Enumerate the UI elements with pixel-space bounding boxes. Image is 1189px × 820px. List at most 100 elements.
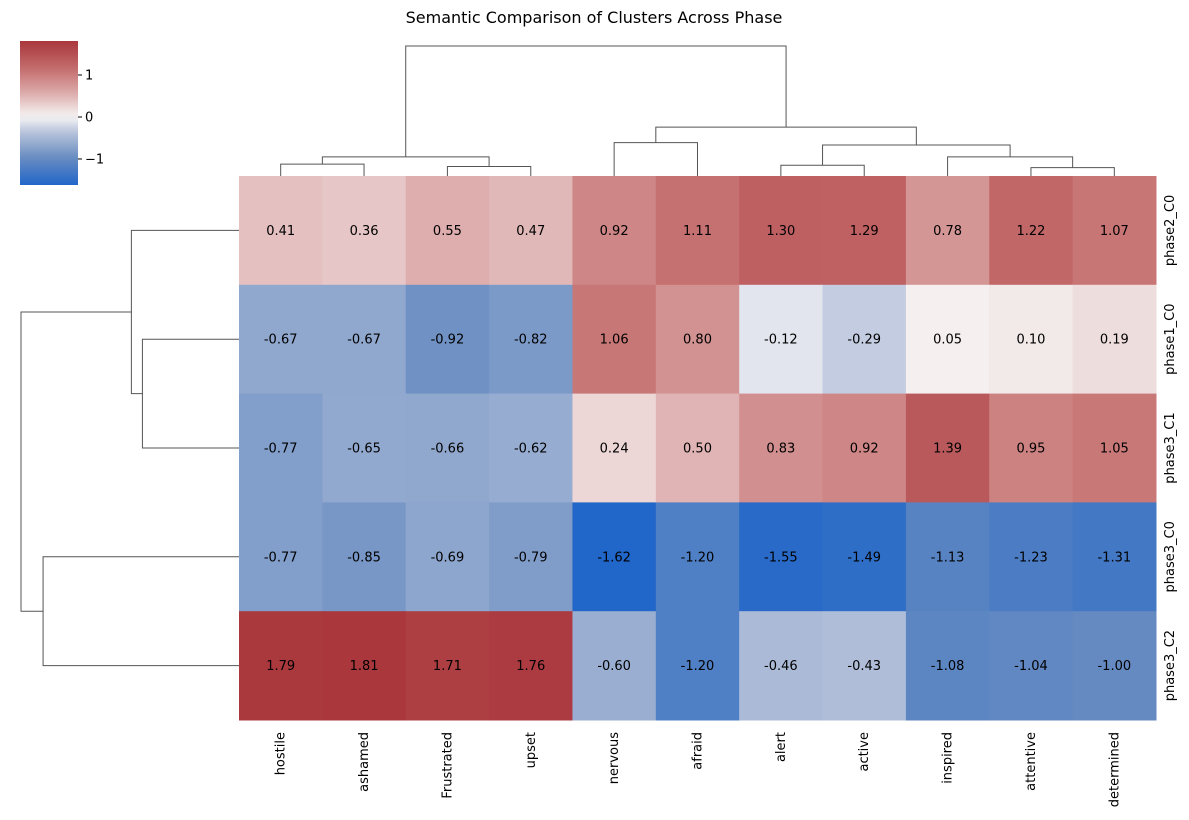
heatmap-cell (489, 393, 573, 503)
heatmap-cell (489, 284, 573, 395)
column-dendrogram-link (1030, 167, 1115, 176)
cell-value-label: -1.23 (1014, 550, 1048, 565)
cell-value-label: -0.65 (347, 442, 381, 457)
cell-value-label: -1.08 (931, 659, 965, 674)
heatmap-cell (739, 502, 824, 612)
cell-value-label: 0.92 (850, 442, 879, 457)
heatmap-cell (905, 611, 990, 721)
cell-value-label: -0.77 (264, 550, 298, 565)
heatmap-cell (1072, 284, 1157, 395)
cell-value-label: 1.71 (433, 659, 462, 674)
heatmap-cell (489, 611, 573, 721)
row-label: phase1_C0 (1163, 304, 1178, 375)
cell-value-label: -0.29 (847, 333, 881, 348)
row-dendrogram-link (20, 311, 132, 612)
cell-value-label: 1.81 (350, 659, 379, 674)
row-dendrogram-link (42, 556, 239, 667)
cell-value-label: 1.39 (933, 442, 962, 457)
heatmap-cell (655, 502, 740, 612)
heatmap-cell (405, 393, 490, 503)
cell-value-label: -1.49 (847, 550, 881, 565)
heatmap-cell (322, 611, 407, 721)
column-label: hostile (274, 732, 289, 775)
colorbar: 1 0 −1 (20, 41, 104, 185)
column-label: attentive (1024, 732, 1039, 791)
heatmap-cell (239, 502, 323, 612)
cell-value-label: -0.85 (347, 550, 381, 565)
column-dendrogram-link (613, 142, 698, 176)
heatmap-cell (405, 611, 490, 721)
cell-value-label: 0.80 (683, 333, 712, 348)
heatmap-cell (322, 284, 407, 395)
heatmap-cell (739, 176, 824, 286)
cell-value-label: 0.92 (600, 224, 629, 239)
column-dendrogram-link (780, 164, 865, 176)
heatmap-cell (572, 502, 657, 612)
heatmap-cell (239, 611, 323, 721)
heatmap-cell (405, 176, 490, 286)
heatmap-cell (239, 284, 323, 395)
column-dendrogram-link (446, 165, 532, 176)
cell-value-label: 1.06 (600, 333, 629, 348)
heatmap-cell (905, 393, 990, 503)
cell-value-label: -0.46 (764, 659, 798, 674)
column-label: active (857, 732, 872, 772)
heatmap-cell (489, 502, 573, 612)
row-label: phase3_C0 (1163, 521, 1178, 592)
heatmap-cell (322, 393, 407, 503)
cell-value-label: -0.67 (347, 333, 381, 348)
cell-value-label: 1.22 (1016, 224, 1045, 239)
row-label: phase2_C0 (1163, 195, 1178, 266)
heatmap-cell (905, 502, 990, 612)
heatmap-grid: 0.41 0.36 0.55 0.47 0.92 1.11 1.30 1.29 0.78 1.22… (239, 176, 1157, 721)
colorbar-tick-label: 1 (85, 69, 93, 84)
column-dendrogram-link (280, 163, 365, 176)
cell-value-label: 0.78 (933, 224, 962, 239)
cell-value-label: 0.83 (766, 442, 795, 457)
colorbar-tick-label: −1 (85, 152, 104, 167)
cell-value-label: 0.95 (1016, 442, 1045, 457)
cell-value-label: -0.77 (264, 442, 298, 457)
column-dendrogram-link (822, 144, 1011, 166)
heatmap-cell (572, 176, 657, 286)
column-label: inspired (941, 732, 956, 784)
column-dendrogram (280, 45, 1115, 176)
cell-value-label: 1.11 (683, 224, 712, 239)
cell-value-label: -1.13 (931, 550, 965, 565)
cell-value-label: -1.04 (1014, 659, 1048, 674)
cell-value-label: 0.24 (600, 442, 629, 457)
heatmap-cell (822, 284, 907, 395)
cell-value-label: -1.20 (681, 550, 715, 565)
heatmap-cell (322, 176, 407, 286)
cell-value-label: -0.69 (431, 550, 465, 565)
cell-value-label: -1.00 (1097, 659, 1131, 674)
cell-value-label: -0.66 (431, 442, 465, 457)
heatmap-cell (989, 502, 1074, 612)
cell-value-label: -0.12 (764, 333, 798, 348)
heatmap-cell (405, 502, 490, 612)
cell-value-label: 1.79 (266, 659, 295, 674)
heatmap-cell (822, 611, 907, 721)
heatmap-cell (739, 393, 824, 503)
heatmap-cell (572, 393, 657, 503)
cell-value-label: 0.41 (266, 224, 295, 239)
cell-value-label: -0.67 (264, 333, 298, 348)
heatmap-cell (655, 284, 740, 395)
cell-value-label: 0.10 (1016, 333, 1045, 348)
column-dendrogram-link (405, 45, 787, 157)
row-label: phase3_C2 (1163, 630, 1178, 701)
cell-value-label: -1.62 (597, 550, 631, 565)
row-dendrogram (20, 229, 239, 667)
column-label: ashamed (357, 732, 372, 792)
colorbar-tick-label: 0 (85, 110, 93, 125)
heatmap-cell (655, 393, 740, 503)
heatmap-cell (1072, 176, 1157, 286)
column-label: upset (524, 732, 539, 768)
cell-value-label: 0.47 (516, 224, 545, 239)
column-dendrogram-link (947, 156, 1074, 176)
heatmap-cell (655, 176, 740, 286)
heatmap-cell (905, 176, 990, 286)
colorbar-gradient (20, 41, 78, 185)
cell-value-label: 1.07 (1100, 224, 1129, 239)
